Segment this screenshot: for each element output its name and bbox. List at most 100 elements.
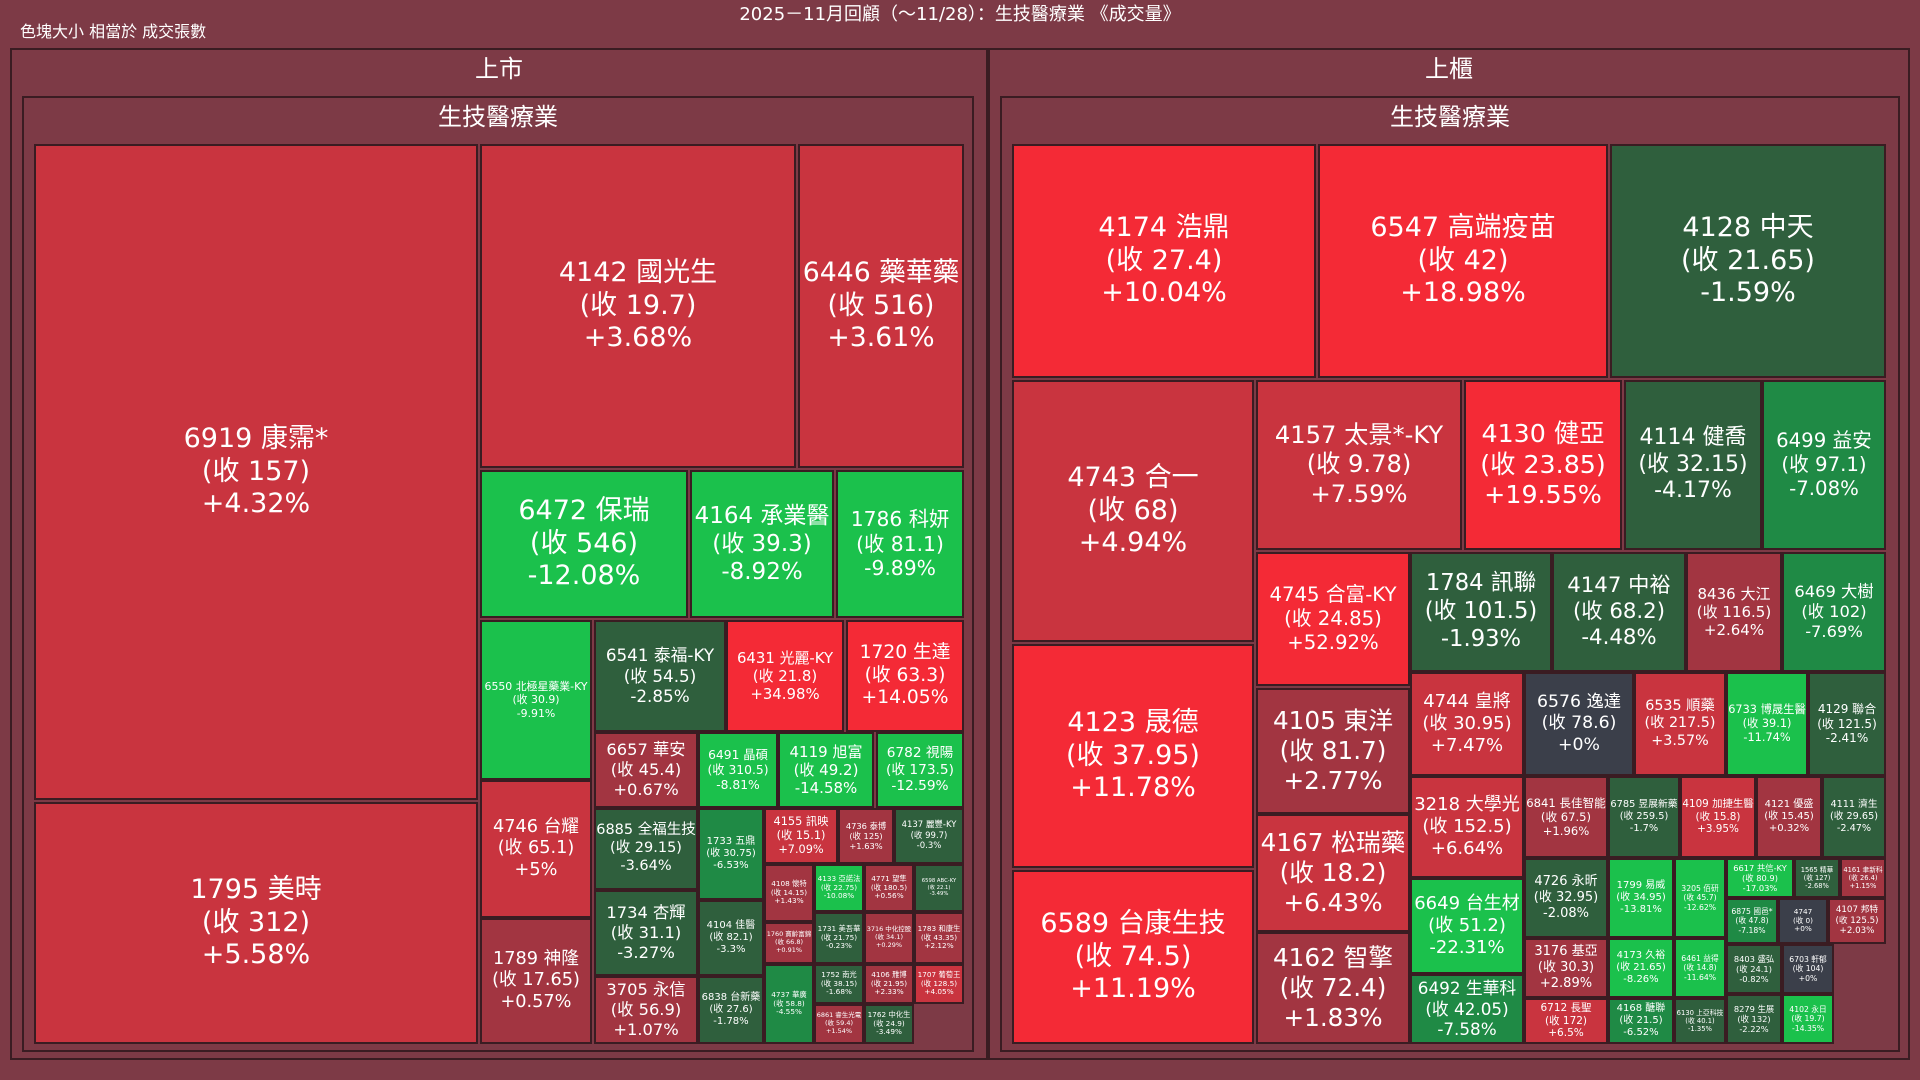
treemap-tile-6130[interactable]: 6130 上亞科技 (收 40.1) -1.35% [1674, 998, 1726, 1044]
treemap-tile-4744[interactable]: 4744 皇將 (收 30.95) +7.47% [1410, 672, 1524, 776]
treemap-tile-3218[interactable]: 3218 大學光 (收 152.5) +6.64% [1410, 776, 1524, 878]
treemap-tile-6841[interactable]: 6841 長佳智能 (收 67.5) +1.96% [1524, 776, 1608, 858]
treemap-tile-6598[interactable]: 6598 ABC-KY (收 22.1) -3.49% [914, 864, 964, 912]
treemap-tile-4746[interactable]: 4746 台耀 (收 65.1) +5% [480, 780, 592, 918]
treemap-tile-4155[interactable]: 4155 訊映 (收 15.1) +7.09% [764, 808, 838, 864]
treemap-tile-6576[interactable]: 6576 逸達 (收 78.6) +0% [1524, 672, 1634, 776]
treemap-tile-4108[interactable]: 4108 懷特 (收 14.15) +1.43% [764, 864, 814, 922]
treemap-tile-1795[interactable]: 1795 美時 (收 312) +5.58% [34, 802, 478, 1044]
treemap-tile-4102[interactable]: 4102 永日 (收 19.7) -14.35% [1782, 994, 1834, 1044]
treemap-tile-4119[interactable]: 4119 旭富 (收 49.2) -14.58% [778, 732, 874, 808]
treemap-tile-1762[interactable]: 1762 中化生 (收 24.9) -3.49% [864, 1004, 914, 1044]
treemap-tile-6491[interactable]: 6491 晶碩 (收 310.5) -8.81% [698, 732, 778, 808]
treemap-tile-6541[interactable]: 6541 泰福-KY (收 54.5) -2.85% [594, 620, 726, 732]
treemap-tile-6657[interactable]: 6657 華安 (收 45.4) +0.67% [594, 732, 698, 808]
treemap-tile-4737[interactable]: 4737 華廣 (收 58.8) -4.55% [764, 964, 814, 1044]
treemap-tile-6589[interactable]: 6589 台康生技 (收 74.5) +11.19% [1012, 870, 1254, 1044]
treemap-tile-6703[interactable]: 6703 軒郁 (收 104) +0% [1782, 944, 1834, 994]
treemap-tile-1720[interactable]: 1720 生達 (收 63.3) +14.05% [846, 620, 964, 732]
treemap-tile-6782[interactable]: 6782 視陽 (收 173.5) -12.59% [876, 732, 964, 808]
treemap-tile-8279[interactable]: 8279 生展 (收 132) -2.22% [1726, 994, 1782, 1044]
treemap-tile-4114[interactable]: 4114 健喬 (收 32.15) -4.17% [1624, 380, 1762, 550]
treemap-tile-1786[interactable]: 1786 科妍 (收 81.1) -9.89% [836, 470, 964, 618]
treemap-tile-6472[interactable]: 6472 保瑞 (收 546) -12.08% [480, 470, 688, 618]
treemap-tile-4164[interactable]: 4164 承業醫 (收 39.3) -8.92% [690, 470, 834, 618]
treemap-tile-3176[interactable]: 3176 基亞 (收 30.3) +2.89% [1524, 938, 1608, 998]
tile-change: +1.83% [1283, 1003, 1383, 1033]
treemap-tile-6535[interactable]: 6535 順藥 (收 217.5) +3.57% [1634, 672, 1726, 776]
treemap-tile-3716[interactable]: 3716 中化控股 (收 34.1) +0.29% [864, 912, 914, 964]
treemap-tile-4106[interactable]: 4106 雃博 (收 21.95) +2.33% [864, 964, 914, 1004]
treemap-tile-4109[interactable]: 4109 加捷生醫 (收 15.8) +3.95% [1680, 776, 1756, 858]
treemap-tile-1752[interactable]: 1752 南光 (收 38.15) -1.68% [814, 964, 864, 1004]
treemap-tile-1783[interactable]: 1783 和康生 (收 43.35) +2.12% [914, 912, 964, 964]
treemap-tile-4121[interactable]: 4121 優盛 (收 15.45) +0.32% [1756, 776, 1822, 858]
treemap-tile-6733[interactable]: 6733 博晟生醫 (收 39.1) -11.74% [1726, 672, 1808, 776]
treemap-tile-6550[interactable]: 6550 北極星藥業-KY (收 30.9) -9.91% [480, 620, 592, 780]
treemap-tile-4745[interactable]: 4745 合富-KY (收 24.85) +52.92% [1256, 552, 1410, 686]
treemap-tile-8436[interactable]: 8436 大江 (收 116.5) +2.64% [1686, 552, 1782, 672]
treemap-tile-4147[interactable]: 4147 中裕 (收 68.2) -4.48% [1552, 552, 1686, 672]
treemap-tile-4133[interactable]: 4133 亞諾法 (收 22.75) -10.08% [814, 864, 864, 912]
treemap-tile-6461[interactable]: 6461 益得 (收 14.8) -11.64% [1674, 938, 1726, 998]
treemap-tile-4771[interactable]: 4771 望隼 (收 180.5) +0.56% [864, 864, 914, 912]
treemap-tile-6547[interactable]: 6547 高端疫苗 (收 42) +18.98% [1318, 144, 1608, 378]
treemap-tile-4157[interactable]: 4157 太景*-KY (收 9.78) +7.59% [1256, 380, 1462, 550]
treemap-tile-6492[interactable]: 6492 生華科 (收 42.05) -7.58% [1410, 974, 1524, 1044]
tile-change: -3.27% [617, 942, 675, 962]
tile-change: +3.57% [1651, 732, 1709, 749]
treemap-tile-1760[interactable]: 1760 寶齡富錦 (收 66.8) +0.91% [764, 922, 814, 964]
treemap-tile-4161[interactable]: 4161 聿新科 (收 26.4) +1.15% [1840, 858, 1886, 898]
treemap-tile-4173[interactable]: 4173 久裕 (收 21.65) -8.26% [1608, 938, 1674, 998]
treemap-tile-6785[interactable]: 6785 昱展新藥 (收 259.5) -1.7% [1608, 776, 1680, 858]
treemap-tile-6712[interactable]: 6712 長聖 (收 172) +6.5% [1524, 998, 1608, 1044]
treemap-tile-4105[interactable]: 4105 東洋 (收 81.7) +2.77% [1256, 688, 1410, 814]
tile-label: 3176 基亞 [1534, 944, 1598, 960]
treemap-tile-4142[interactable]: 4142 國光生 (收 19.7) +3.68% [480, 144, 796, 468]
treemap-tile-8403[interactable]: 8403 盛弘 (收 24.1) -0.82% [1726, 944, 1782, 994]
treemap-tile-4123[interactable]: 4123 晟德 (收 37.95) +11.78% [1012, 644, 1254, 868]
treemap-tile-4168[interactable]: 4168 醣聯 (收 21.5) -6.52% [1608, 998, 1674, 1044]
treemap-tile-4129[interactable]: 4129 聯合 (收 121.5) -2.41% [1808, 672, 1886, 776]
tile-change: +6.5% [1548, 1027, 1584, 1040]
tile-label: 6469 大樹 [1794, 582, 1874, 602]
tile-change: +11.19% [1070, 973, 1196, 1005]
treemap-tile-6838[interactable]: 6838 台新藥 (收 27.6) -1.78% [698, 976, 764, 1044]
treemap-tile-4726[interactable]: 4726 永昕 (收 32.95) -2.08% [1524, 858, 1608, 938]
treemap-tile-1784[interactable]: 1784 訊聯 (收 101.5) -1.93% [1410, 552, 1552, 672]
treemap-tile-4174[interactable]: 4174 浩鼎 (收 27.4) +10.04% [1012, 144, 1316, 378]
treemap-tile-4736[interactable]: 4736 泰博 (收 125) +1.63% [838, 808, 894, 864]
treemap-tile-4137[interactable]: 4137 麗豐-KY (收 99.7) -0.3% [894, 808, 964, 864]
treemap-tile-1799[interactable]: 1799 易威 (收 34.95) -13.81% [1608, 858, 1674, 938]
treemap-tile-6499[interactable]: 6499 益安 (收 97.1) -7.08% [1762, 380, 1886, 550]
treemap-tile-3205[interactable]: 3205 佰研 (收 45.7) -12.62% [1674, 858, 1726, 938]
treemap-tile-6446[interactable]: 6446 藥華藥 (收 516) +3.61% [798, 144, 964, 468]
treemap-tile-1733[interactable]: 1733 五鼎 (收 30.75) -6.53% [698, 808, 764, 900]
treemap-tile-4167[interactable]: 4167 松瑞藥 (收 18.2) +6.43% [1256, 814, 1410, 932]
treemap-tile-1707[interactable]: 1707 葡萄王 (收 128.5) +4.05% [914, 964, 964, 1004]
treemap-tile-4130[interactable]: 4130 健亞 (收 23.85) +19.55% [1464, 380, 1622, 550]
treemap-tile-4743[interactable]: 4743 合一 (收 68) +4.94% [1012, 380, 1254, 642]
treemap-tile-4747[interactable]: 4747 (收 0) +0% [1778, 898, 1828, 944]
treemap-tile-1565[interactable]: 1565 精華 (收 127) -2.68% [1794, 858, 1840, 898]
tile-close: (收 172) [1544, 1014, 1588, 1027]
treemap-tile-6875[interactable]: 6875 國邑* (收 47.8) -7.18% [1726, 898, 1778, 944]
treemap-tile-4107[interactable]: 4107 邦特 (收 125.5) +2.03% [1828, 898, 1886, 944]
treemap-tile-4128[interactable]: 4128 中天 (收 21.65) -1.59% [1610, 144, 1886, 378]
treemap-tile-3705[interactable]: 3705 永信 (收 56.9) +1.07% [594, 976, 698, 1044]
treemap-tile-6431[interactable]: 6431 光麗-KY (收 21.8) +34.98% [726, 620, 844, 732]
treemap-tile-1734[interactable]: 1734 杏輝 (收 31.1) -3.27% [594, 890, 698, 976]
treemap-tile-6469[interactable]: 6469 大樹 (收 102) -7.69% [1782, 552, 1886, 672]
treemap-tile-1731[interactable]: 1731 美吾華 (收 21.75) -0.23% [814, 912, 864, 964]
treemap-tile-4111[interactable]: 4111 濟生 (收 29.65) -2.47% [1822, 776, 1886, 858]
tile-close: (收 81.7) [1279, 735, 1387, 765]
treemap-tile-6919[interactable]: 6919 康霈* (收 157) +4.32% [34, 144, 478, 800]
treemap-tile-6885[interactable]: 6885 全福生技 (收 29.15) -3.64% [594, 808, 698, 890]
treemap-tile-4162[interactable]: 4162 智擎 (收 72.4) +1.83% [1256, 932, 1410, 1044]
treemap-tile-1789[interactable]: 1789 神隆 (收 17.65) +0.57% [480, 918, 592, 1044]
treemap-tile-6861[interactable]: 6861 睿生光電 (收 59.4) +1.54% [814, 1004, 864, 1044]
tile-label: 4133 亞諾法 [817, 873, 861, 883]
treemap-tile-6617[interactable]: 6617 共信-KY (收 80.9) -17.03% [1726, 858, 1794, 898]
treemap-tile-4104[interactable]: 4104 佳醫 (收 82.1) -3.3% [698, 900, 764, 976]
treemap-tile-6649[interactable]: 6649 台生材 (收 51.2) -22.31% [1410, 878, 1524, 974]
